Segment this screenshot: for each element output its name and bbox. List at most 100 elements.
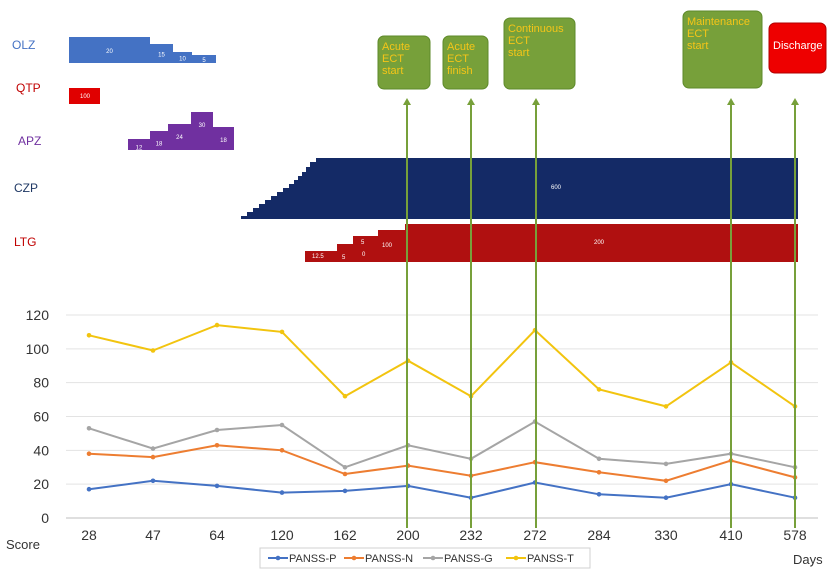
czp-titration-step <box>310 162 316 219</box>
czp-titration-step <box>241 216 247 219</box>
czp-dose-label: 600 <box>551 185 562 191</box>
czp-titration-step <box>277 192 283 219</box>
y-tick-label: 120 <box>26 307 50 323</box>
czp-titration-step <box>289 184 294 219</box>
data-point-panss-p <box>150 478 156 484</box>
series-line-panss-g <box>88 420 796 469</box>
x-tick-label: 272 <box>523 527 547 543</box>
legend-entry-panss-p: PANSS-P <box>289 553 336 565</box>
legend: PANSS-P PANSS-N PANSS-G PANSS-T <box>259 547 591 569</box>
data-point-panss-p <box>214 483 220 489</box>
x-tick-label: 284 <box>587 527 611 543</box>
ect-event-box <box>682 10 763 89</box>
data-point-panss-t <box>663 404 669 409</box>
apz-dose-label: 18 <box>156 142 163 148</box>
ltg-dose-label: 100 <box>382 243 393 249</box>
data-point-panss-n <box>342 471 348 477</box>
data-point-panss-g <box>342 465 348 470</box>
ltg-dose-bar <box>353 236 378 262</box>
data-point-panss-g <box>663 461 669 467</box>
gridlines <box>66 314 818 519</box>
event-arrow-head <box>727 98 735 105</box>
event-label: Continuous <box>508 23 564 35</box>
ect-event-box <box>442 35 489 90</box>
data-point-panss-g <box>279 422 285 428</box>
legend-marker <box>275 555 281 561</box>
legend-entry-panss-g: PANSS-G <box>444 553 493 565</box>
data-point-panss-t <box>342 393 348 399</box>
drug-label-olz: OLZ <box>12 38 35 52</box>
y-tick-label: 0 <box>41 510 49 526</box>
apz-dose-bar <box>168 124 191 150</box>
panss-lines <box>86 322 798 501</box>
data-point-panss-n <box>663 478 669 484</box>
olz-dose-bar <box>150 44 173 63</box>
x-axis-title: Days <box>793 552 823 567</box>
discharge-box <box>768 22 827 74</box>
data-point-panss-p <box>596 492 602 497</box>
event-arrow-head <box>791 98 799 105</box>
ltg-dose-label: 5 <box>342 255 346 261</box>
event-label: finish <box>447 65 473 77</box>
data-point-panss-n <box>214 443 220 448</box>
apz-dose-bar <box>150 131 168 150</box>
ltg-dose-label: 5 <box>361 240 365 246</box>
event-arrow-head <box>403 98 411 105</box>
apz-dose-label: 18 <box>220 138 227 144</box>
legend-entry-panss-t: PANSS-T <box>527 553 574 565</box>
drug-label-apz: APZ <box>18 134 41 148</box>
data-point-panss-g <box>150 446 156 451</box>
y-tick-label: 20 <box>33 476 49 492</box>
czp-titration-step <box>271 196 277 219</box>
y-tick-label: 80 <box>33 375 49 391</box>
legend-marker <box>513 555 519 561</box>
x-tick-label: 120 <box>270 527 294 543</box>
series-line-panss-t <box>88 324 796 408</box>
qtp-dose-bar <box>69 88 100 104</box>
x-tick-label: 200 <box>396 527 420 543</box>
czp-titration-step <box>265 200 271 219</box>
y-tick-label: 60 <box>33 409 49 425</box>
event-label: Discharge <box>773 40 823 52</box>
ect-event-box <box>377 35 431 90</box>
ect-events: AcuteECTstartAcuteECTfinishContinuousECT… <box>377 10 827 528</box>
ltg-dose-bar <box>378 230 405 262</box>
event-arrow-head <box>532 98 540 105</box>
data-point-panss-t <box>150 348 156 353</box>
event-label: Acute <box>382 41 410 53</box>
y-axis-title: Score <box>6 537 40 552</box>
x-tick-label: 330 <box>654 527 678 543</box>
legend-marker <box>430 555 436 561</box>
x-tick-label: 47 <box>145 527 161 543</box>
x-tick-label: 28 <box>81 527 97 543</box>
apz-dose-label: 12 <box>136 146 143 152</box>
drug-label-czp: CZP <box>14 181 38 195</box>
data-point-panss-n <box>86 451 92 457</box>
axes: 0 20 40 60 80 100 120 28 47 64 120 162 200 232 272 284 3… <box>6 307 823 567</box>
event-label: start <box>508 47 529 59</box>
x-tick-label: 232 <box>459 527 483 543</box>
series-line-panss-n <box>88 444 796 482</box>
czp-dose-bar <box>316 158 798 219</box>
legend-marker <box>351 555 357 561</box>
series-line-panss-p <box>88 479 796 499</box>
data-point-panss-t <box>86 333 92 338</box>
apz-dose-label: 24 <box>176 135 183 141</box>
ltg-dose-bar <box>337 244 353 262</box>
data-point-panss-t <box>596 387 602 392</box>
czp-titration-step <box>253 208 259 219</box>
ltg-dose-label: 0 <box>362 252 366 258</box>
apz-dose-label: 30 <box>199 123 206 129</box>
qtp-dose-label: 100 <box>80 94 91 100</box>
ltg-dose-label: 12.5 <box>312 254 324 260</box>
legend-entry-panss-n: PANSS-N <box>365 553 413 565</box>
ltg-dose-label: 200 <box>594 240 605 246</box>
olz-dose-bar <box>173 52 192 63</box>
x-tick-label: 162 <box>333 527 357 543</box>
olz-dose-label: 20 <box>106 49 113 55</box>
czp-titration-step <box>247 212 253 219</box>
event-label: ECT <box>382 53 404 65</box>
event-label: start <box>687 40 708 52</box>
data-point-panss-g <box>214 427 220 433</box>
